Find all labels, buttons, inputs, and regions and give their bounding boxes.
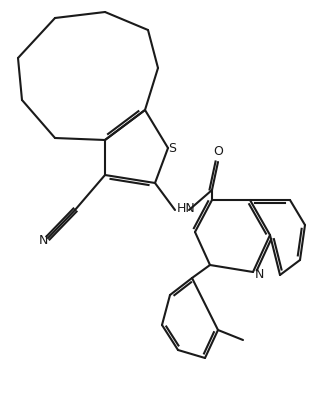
- Text: S: S: [168, 141, 176, 154]
- Text: N: N: [38, 234, 48, 246]
- Text: HN: HN: [177, 202, 196, 215]
- Text: N: N: [255, 268, 264, 282]
- Text: O: O: [213, 145, 223, 158]
